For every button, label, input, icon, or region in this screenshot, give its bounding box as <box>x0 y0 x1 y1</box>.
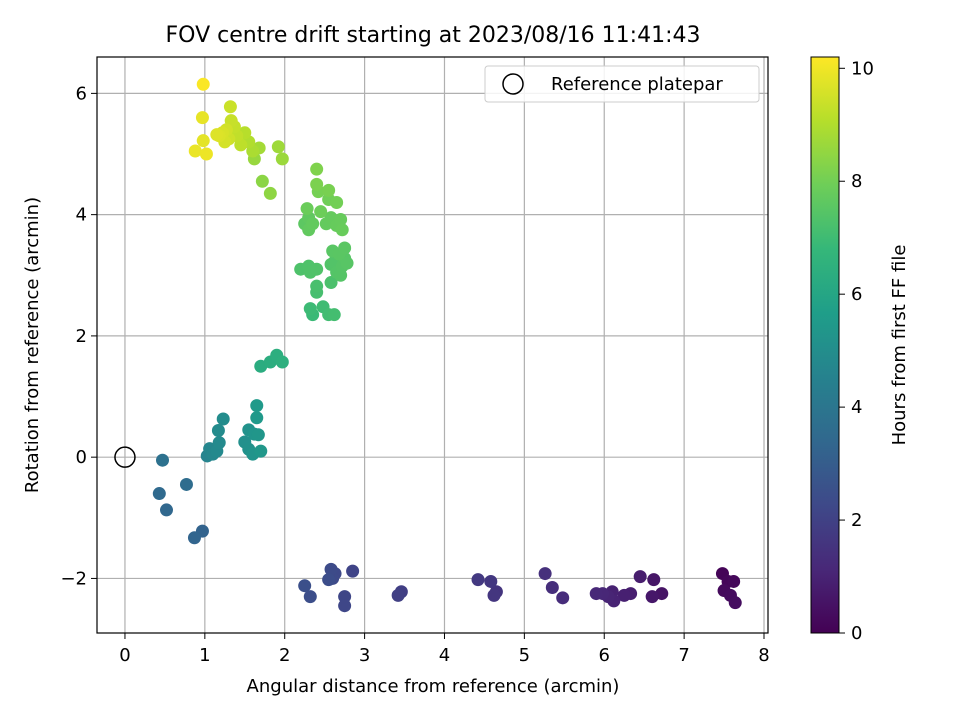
data-point <box>300 202 314 216</box>
data-point <box>254 444 268 458</box>
data-point <box>340 256 354 270</box>
colorbar-tick-label: 8 <box>851 171 862 192</box>
data-point <box>156 453 170 467</box>
legend-box <box>484 65 760 103</box>
y-tick-label: 6 <box>76 83 87 104</box>
data-point <box>335 223 349 237</box>
data-point <box>330 196 344 210</box>
data-point <box>327 308 341 322</box>
data-point <box>391 588 405 602</box>
data-point <box>556 591 570 605</box>
data-point <box>250 411 264 425</box>
data-point <box>159 503 173 517</box>
colorbar-tick-label: 6 <box>851 284 862 305</box>
x-tick-label: 4 <box>439 645 450 666</box>
data-point <box>310 177 324 191</box>
data-point <box>728 596 742 610</box>
colorbar-tick-label: 10 <box>851 58 874 79</box>
data-point <box>187 531 201 545</box>
data-point <box>306 217 320 231</box>
data-point <box>255 174 269 188</box>
data-point <box>484 574 498 588</box>
data-point <box>212 436 226 450</box>
data-point <box>346 564 360 578</box>
data-point <box>322 573 336 587</box>
data-point <box>647 573 661 587</box>
data-point <box>617 588 631 602</box>
legend: Reference platepar <box>484 65 760 103</box>
data-point <box>275 355 289 369</box>
data-point <box>263 186 277 200</box>
data-point <box>324 276 338 290</box>
data-point <box>314 205 328 219</box>
data-point <box>199 147 213 161</box>
data-point <box>310 262 324 276</box>
x-tick-label: 1 <box>199 645 210 666</box>
data-point <box>195 111 209 125</box>
data-point <box>179 477 193 491</box>
x-tick-label: 2 <box>279 645 290 666</box>
data-point <box>310 279 324 293</box>
data-point <box>324 562 338 576</box>
data-point <box>633 570 647 584</box>
data-point <box>298 579 312 593</box>
data-point <box>334 212 348 226</box>
data-point <box>250 399 264 413</box>
y-tick-label: 0 <box>76 447 87 468</box>
data-point <box>210 128 224 142</box>
data-point <box>196 134 210 148</box>
x-tick-label: 6 <box>599 645 610 666</box>
data-point <box>211 423 225 437</box>
colorbar-tick-label: 4 <box>851 397 862 418</box>
colorbar-tick-label: 0 <box>851 623 862 644</box>
data-point <box>589 587 603 601</box>
data-point <box>271 140 285 154</box>
legend-entry-label: Reference platepar <box>551 74 723 95</box>
data-points <box>152 77 742 613</box>
x-tick-label: 3 <box>359 645 370 666</box>
data-point <box>216 412 230 426</box>
data-point <box>223 100 237 114</box>
data-point <box>322 183 336 197</box>
data-point <box>338 241 352 255</box>
data-point <box>338 590 352 604</box>
y-tick-label: 4 <box>76 205 87 226</box>
x-tick-label: 5 <box>519 645 530 666</box>
chart-title: FOV centre drift starting at 2023/08/16 … <box>166 23 701 48</box>
data-point <box>487 588 501 602</box>
y-tick-label: −2 <box>60 568 87 589</box>
data-point <box>303 590 317 604</box>
data-point <box>310 162 324 176</box>
data-point <box>251 428 265 442</box>
data-point <box>152 487 166 501</box>
x-tick-label: 0 <box>119 645 130 666</box>
x-axis-label: Angular distance from reference (arcmin) <box>247 676 620 697</box>
legend-marker-reference-icon <box>502 73 524 95</box>
axes: 0 1 2 3 4 5 6 7 8 −2 0 2 4 6 <box>60 56 770 666</box>
x-tick-label: 7 <box>678 645 689 666</box>
colorbar-gradient <box>810 56 840 634</box>
y-axis-label: Rotation from reference (arcmin) <box>22 197 43 493</box>
colorbar-ticks: 0 2 4 6 8 10 <box>839 58 874 644</box>
data-point <box>188 144 202 158</box>
plot-frame <box>96 56 769 634</box>
data-point <box>727 574 741 588</box>
colorbar-tick-label: 2 <box>851 510 862 531</box>
colorbar-label: Hours from first FF file <box>889 245 910 446</box>
data-point <box>545 581 559 595</box>
data-point <box>196 77 210 91</box>
reference-platepar-marker <box>114 446 136 468</box>
colorbar: 0 2 4 6 8 10 Hours from first FF file <box>810 56 910 644</box>
data-point <box>338 599 352 613</box>
x-tick-label: 8 <box>758 645 769 666</box>
data-point <box>275 152 289 166</box>
data-point <box>471 573 485 587</box>
data-point <box>645 590 659 604</box>
data-point <box>303 302 317 316</box>
y-tick-label: 2 <box>76 326 87 347</box>
data-point <box>538 567 552 581</box>
